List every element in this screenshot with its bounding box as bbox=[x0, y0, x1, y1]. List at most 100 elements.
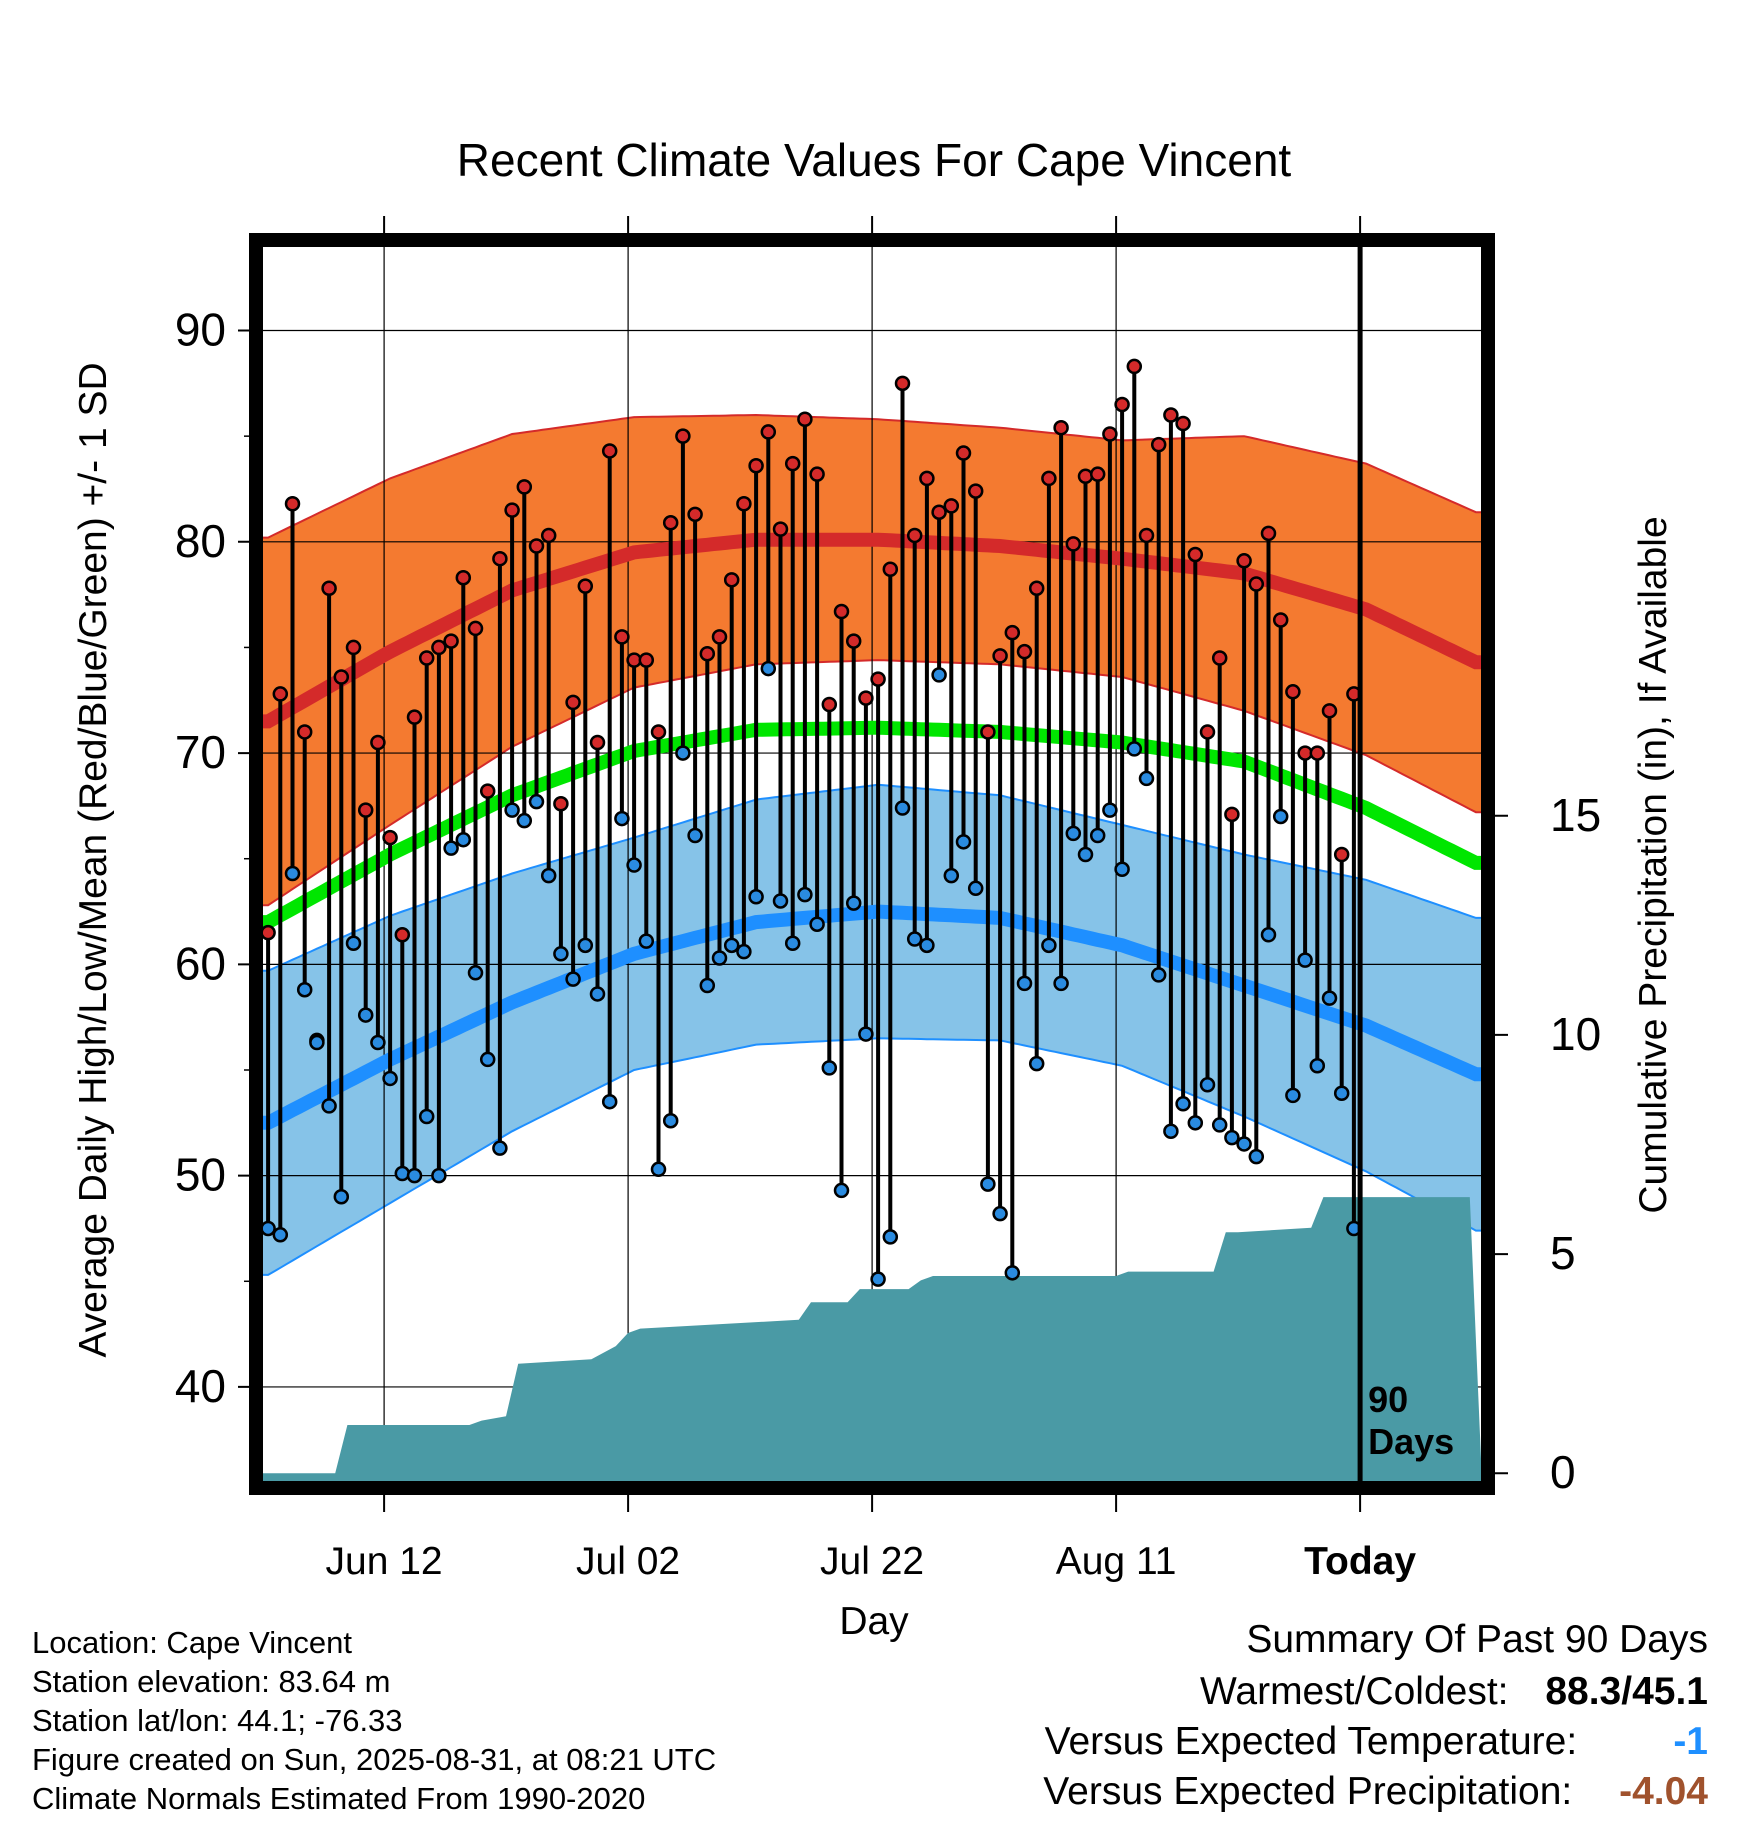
high-point bbox=[601, 443, 618, 459]
low-point bbox=[833, 1182, 850, 1199]
precipitation-area bbox=[262, 1197, 1482, 1482]
low-point bbox=[1163, 1123, 1179, 1140]
low-point bbox=[687, 827, 703, 844]
low-point bbox=[1114, 861, 1130, 878]
low-point bbox=[748, 888, 764, 905]
low-point bbox=[858, 1026, 874, 1042]
high-point bbox=[528, 538, 545, 554]
high-point bbox=[1211, 650, 1228, 666]
high-point bbox=[479, 783, 496, 799]
low-normal-line bbox=[262, 904, 1482, 1130]
high-point bbox=[262, 924, 276, 941]
high-point bbox=[894, 375, 911, 392]
low-point bbox=[943, 867, 960, 884]
low-point bbox=[955, 834, 972, 850]
summary-precip: Versus Expected Precipitation: -4.04 bbox=[1043, 1770, 1708, 1814]
high-point bbox=[882, 561, 899, 578]
mean-normal-line bbox=[262, 720, 1482, 930]
high-point bbox=[638, 652, 655, 668]
high-point bbox=[967, 483, 984, 499]
low-point bbox=[894, 800, 911, 816]
high-point bbox=[1016, 643, 1033, 660]
high-point bbox=[858, 690, 874, 706]
low-point bbox=[321, 1098, 337, 1114]
low-point bbox=[357, 1007, 374, 1023]
low-point bbox=[797, 886, 813, 903]
high-point bbox=[589, 734, 606, 751]
y-tick-label: 80 bbox=[175, 515, 226, 567]
high-point bbox=[1053, 419, 1069, 436]
high-point bbox=[870, 671, 886, 687]
low-point bbox=[614, 810, 630, 827]
low-point bbox=[479, 1051, 496, 1068]
high-point bbox=[809, 466, 825, 482]
latlon-text: Station lat/lon: 44.1; -76.33 bbox=[32, 1703, 403, 1738]
high-point bbox=[1187, 546, 1204, 563]
chart-title: Recent Climate Values For Cape Vincent bbox=[457, 134, 1292, 186]
high-point bbox=[1175, 415, 1191, 432]
precip-value: -4.04 bbox=[1619, 1770, 1708, 1813]
y-tick-label: 50 bbox=[175, 1149, 226, 1201]
y2-tick-label: 0 bbox=[1550, 1446, 1576, 1498]
high-point bbox=[1004, 624, 1021, 641]
low-point bbox=[309, 1034, 325, 1051]
high-point bbox=[1114, 396, 1130, 413]
temp-label: Versus Expected Temperature: bbox=[1044, 1720, 1578, 1763]
y2-axis-label: Cumulative Precipitation (in), If Availa… bbox=[1632, 516, 1675, 1213]
high-point bbox=[1321, 703, 1338, 719]
high-point bbox=[1138, 527, 1155, 544]
high-point bbox=[1199, 724, 1216, 740]
low-point bbox=[980, 1176, 996, 1192]
low-point bbox=[650, 1161, 667, 1178]
high-point bbox=[333, 669, 350, 685]
high-point bbox=[504, 502, 520, 518]
high-point bbox=[1102, 426, 1118, 442]
high-point bbox=[906, 527, 923, 544]
low-point bbox=[919, 937, 935, 954]
high-point bbox=[992, 648, 1008, 664]
high-point bbox=[980, 724, 996, 740]
low-point bbox=[845, 895, 862, 911]
low-point bbox=[784, 935, 801, 951]
high-point bbox=[833, 603, 850, 620]
low-point bbox=[370, 1034, 386, 1051]
low-point bbox=[882, 1229, 899, 1245]
high-point bbox=[1065, 536, 1082, 552]
high-point bbox=[736, 496, 752, 512]
plot-frame bbox=[249, 233, 1495, 1495]
low-point bbox=[662, 1112, 679, 1129]
low-point bbox=[821, 1060, 838, 1076]
high-point bbox=[723, 572, 740, 588]
precip-label: Versus Expected Precipitation: bbox=[1043, 1770, 1573, 1813]
low-point bbox=[870, 1271, 886, 1287]
low-point bbox=[1041, 937, 1057, 954]
high-point bbox=[296, 724, 313, 740]
high-point bbox=[1077, 468, 1094, 485]
high-point bbox=[406, 709, 423, 725]
low-point bbox=[1224, 1129, 1240, 1146]
y2-tick-label: 5 bbox=[1550, 1227, 1576, 1279]
low-point bbox=[601, 1093, 618, 1110]
low-point bbox=[467, 965, 484, 981]
high-point bbox=[443, 633, 459, 649]
high-point bbox=[699, 646, 716, 662]
low-point bbox=[418, 1108, 435, 1125]
low-point bbox=[577, 937, 594, 954]
high-point bbox=[1163, 407, 1179, 423]
low-point bbox=[1028, 1055, 1045, 1072]
low-point bbox=[736, 943, 752, 960]
high-point bbox=[1236, 553, 1252, 569]
created-text: Figure created on Sun, 2025-08-31, at 08… bbox=[32, 1742, 717, 1777]
high-point bbox=[1333, 846, 1350, 863]
high-point bbox=[1285, 684, 1301, 700]
low-point bbox=[492, 1140, 508, 1156]
high-point bbox=[284, 496, 301, 512]
high-point bbox=[565, 694, 581, 711]
low-point bbox=[626, 857, 642, 873]
high-point bbox=[516, 479, 533, 495]
low-point bbox=[992, 1205, 1008, 1222]
high-point bbox=[687, 506, 703, 523]
high-point bbox=[1126, 358, 1143, 375]
